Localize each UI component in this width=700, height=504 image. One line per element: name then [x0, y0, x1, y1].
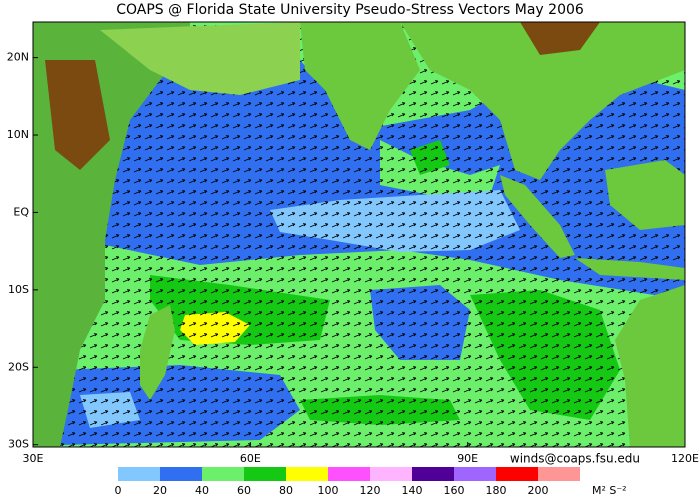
y-tick-label: 10S [8, 283, 29, 296]
colorbar-label: 100 [318, 484, 339, 497]
colorbar-label: 20 [153, 484, 167, 497]
y-tick-label: 20S [8, 360, 29, 373]
title: COAPS @ Florida State University Pseudo-… [116, 2, 584, 18]
land-arabia [100, 22, 300, 95]
land-asia [400, 22, 685, 180]
y-tick-label: 10N [7, 128, 29, 141]
highland [45, 60, 110, 170]
highland [520, 22, 600, 55]
land-java [575, 258, 685, 280]
y-tick-label: 20N [7, 51, 29, 64]
colorbar-swatch [328, 467, 370, 481]
colorbar-label: 180 [486, 484, 507, 497]
land-sumatra [500, 175, 575, 258]
x-tick-label: 30E [23, 452, 44, 465]
colorbar-label: 0 [115, 484, 122, 497]
colorbar-label: 200 [528, 484, 549, 497]
colorbar-swatch [202, 467, 244, 481]
y-tick-label: EQ [13, 205, 29, 218]
colorbar-swatch [286, 467, 328, 481]
x-tick-label: 120E [671, 452, 699, 465]
colorbar-swatch [244, 467, 286, 481]
x-tick-label: 90E [457, 452, 478, 465]
land-australia [615, 285, 685, 447]
colorbar-swatch [538, 467, 580, 481]
colorbar-label: 160 [444, 484, 465, 497]
colorbar-swatch [118, 467, 160, 481]
land-borneo [605, 160, 685, 230]
colorbar-label: 80 [279, 484, 293, 497]
map [33, 22, 685, 447]
land-madagascar [140, 305, 175, 400]
colorbar-swatch [496, 467, 538, 481]
x-tick-label: 60E [240, 452, 261, 465]
colorbar-label: 140 [402, 484, 423, 497]
colorbar-unit: M² S⁻² [592, 484, 627, 497]
colorbar-swatch [412, 467, 454, 481]
credit: winds@coaps.fsu.edu [510, 452, 640, 466]
y-tick-label: 30S [8, 438, 29, 451]
colorbar-swatch [370, 467, 412, 481]
colorbar-label: 60 [237, 484, 251, 497]
land-india [300, 22, 420, 150]
colorbar-swatch [454, 467, 496, 481]
map-frame [32, 21, 686, 448]
colorbar-label: 120 [360, 484, 381, 497]
colorbar-swatch [160, 467, 202, 481]
colorbar-label: 40 [195, 484, 209, 497]
